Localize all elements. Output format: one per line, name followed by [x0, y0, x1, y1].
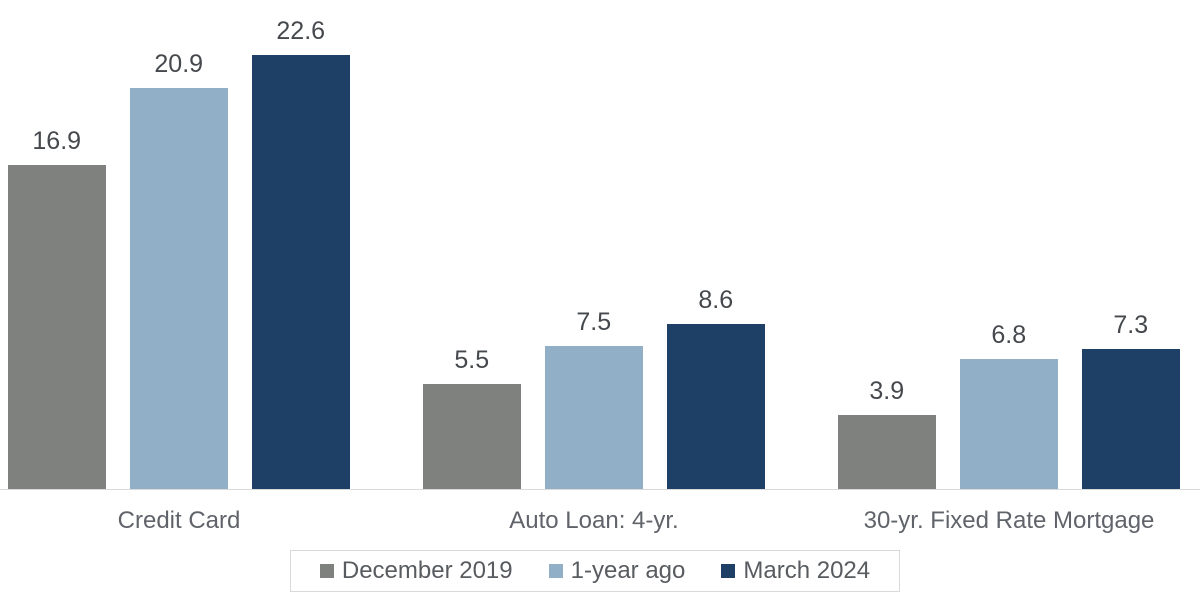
legend-label: 1-year ago — [570, 557, 686, 584]
legend-label: December 2019 — [341, 557, 513, 584]
legend-item-december-2019: December 2019 — [319, 557, 513, 585]
bar-value-label: 6.8 — [991, 321, 1027, 349]
bar-1-year-ago — [130, 88, 228, 490]
bar-december-2019 — [838, 415, 936, 490]
x-axis-line — [0, 489, 1200, 490]
category-label-auto-loan: Auto Loan: 4-yr. — [509, 507, 679, 534]
legend-item-1-year-ago: 1-year ago — [548, 557, 686, 585]
bar-value-label: 8.6 — [698, 286, 734, 314]
bar-value-label: 3.9 — [869, 377, 905, 405]
bar-value-label: 7.3 — [1113, 311, 1149, 339]
legend-label: March 2024 — [743, 557, 871, 584]
bar-december-2019 — [8, 165, 106, 490]
bar-value-label: 5.5 — [454, 346, 490, 374]
legend-swatch-1-year-ago — [548, 564, 563, 578]
category-label-credit-card: Credit Card — [117, 507, 241, 534]
legend-swatch-december-2019 — [319, 564, 334, 578]
bar-1-year-ago — [960, 359, 1058, 490]
bar-value-label: 20.9 — [154, 50, 204, 78]
bar-1-year-ago — [545, 346, 643, 490]
bar-december-2019 — [423, 384, 521, 490]
bar-value-label: 16.9 — [32, 127, 82, 155]
bar-value-label: 22.6 — [276, 17, 326, 45]
legend-swatch-march-2024 — [721, 564, 736, 578]
legend: December 2019 1-year ago March 2024 — [290, 550, 900, 592]
category-label-mortgage: 30-yr. Fixed Rate Mortgage — [863, 507, 1155, 534]
bar-value-label: 7.5 — [576, 308, 612, 336]
bar-march-2024 — [252, 55, 350, 490]
legend-item-march-2024: March 2024 — [721, 557, 870, 585]
bar-march-2024 — [1082, 349, 1180, 490]
bar-march-2024 — [667, 324, 765, 490]
